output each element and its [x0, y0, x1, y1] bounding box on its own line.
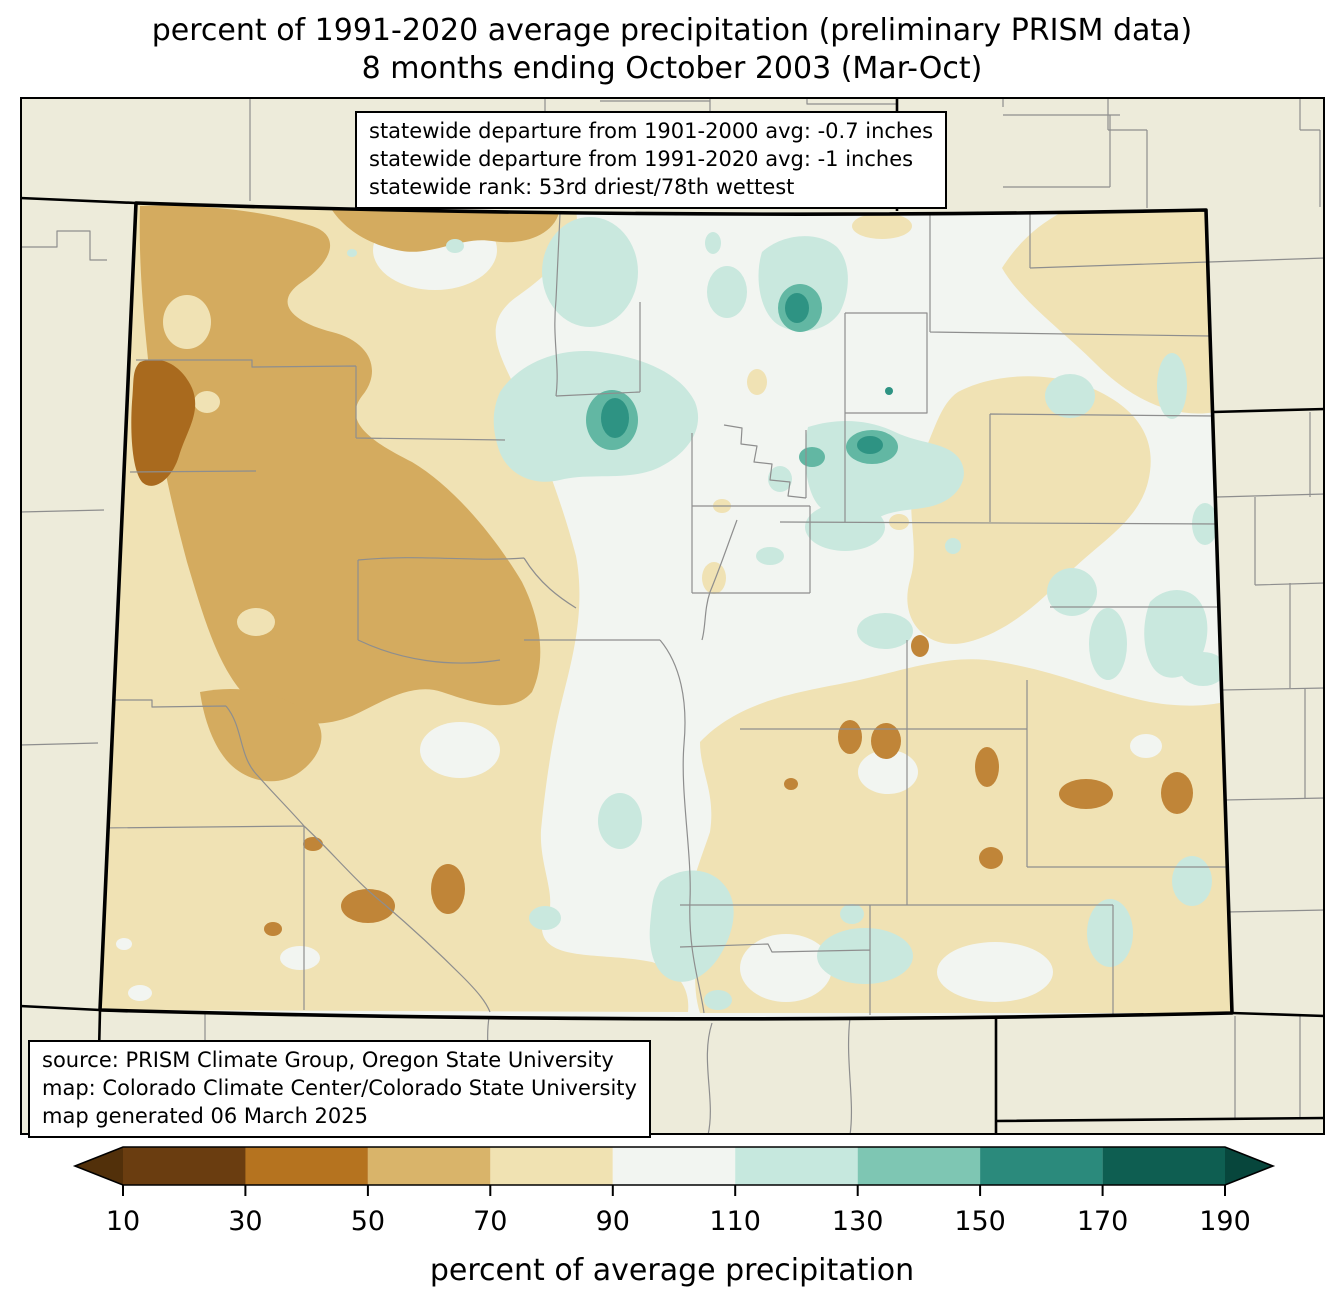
colorbar-tick-labels: 10 30 50 70 90 110 130 150 170 190 [106, 1206, 1251, 1237]
colorado-interior [100, 203, 1232, 1018]
colorbar-ticks [122, 1185, 1226, 1196]
source-line-2: map: Colorado Climate Center/Colorado St… [42, 1076, 637, 1100]
source-line-1: source: PRISM Climate Group, Oregon Stat… [42, 1048, 614, 1072]
tick-label: 30 [228, 1206, 262, 1237]
title-line-2: 8 months ending October 2003 (Mar-Oct) [361, 51, 983, 86]
stats-line-3: statewide rank: 53rd driest/78th wettest [369, 175, 795, 199]
colorado-state-border [98, 201, 1234, 1021]
tick-label: 50 [351, 1206, 385, 1237]
source-box: source: PRISM Climate Group, Oregon Stat… [28, 1040, 651, 1138]
source-line-3: map generated 06 March 2025 [42, 1104, 369, 1128]
tick-label: 110 [709, 1206, 761, 1237]
map-frame [20, 97, 1325, 1135]
colorbar-left-arrow [75, 1147, 123, 1185]
tick-label: 90 [596, 1206, 630, 1237]
title-line-1: percent of 1991-2020 average precipitati… [151, 13, 1193, 48]
brown-blob-30-50 [131, 359, 196, 486]
tick-label: 150 [954, 1206, 1006, 1237]
colorbar-right-arrow [1225, 1147, 1273, 1185]
stats-line-2: statewide departure from 1991-2020 avg: … [369, 147, 914, 171]
figure-title: percent of 1991-2020 average precipitati… [0, 12, 1344, 88]
colorbar: 10 30 50 70 90 110 130 150 170 190 perce… [72, 1146, 1276, 1288]
tick-label: 10 [106, 1206, 140, 1237]
colorbar-segments [72, 1146, 1276, 1186]
tick-label: 130 [832, 1206, 884, 1237]
teal-cores-130-170 [586, 284, 898, 467]
tick-label: 190 [1199, 1206, 1251, 1237]
colorbar-axis-label: percent of average precipitation [430, 1253, 914, 1288]
colorado-county-lines [100, 213, 1232, 1015]
small-brown-blobs [264, 635, 1193, 936]
tick-label: 70 [473, 1206, 507, 1237]
tick-label: 170 [1077, 1206, 1129, 1237]
stats-line-1: statewide departure from 1901-2000 avg: … [369, 119, 934, 143]
stats-box: statewide departure from 1901-2000 avg: … [355, 111, 948, 209]
colorado-precip-map [20, 97, 1325, 1135]
